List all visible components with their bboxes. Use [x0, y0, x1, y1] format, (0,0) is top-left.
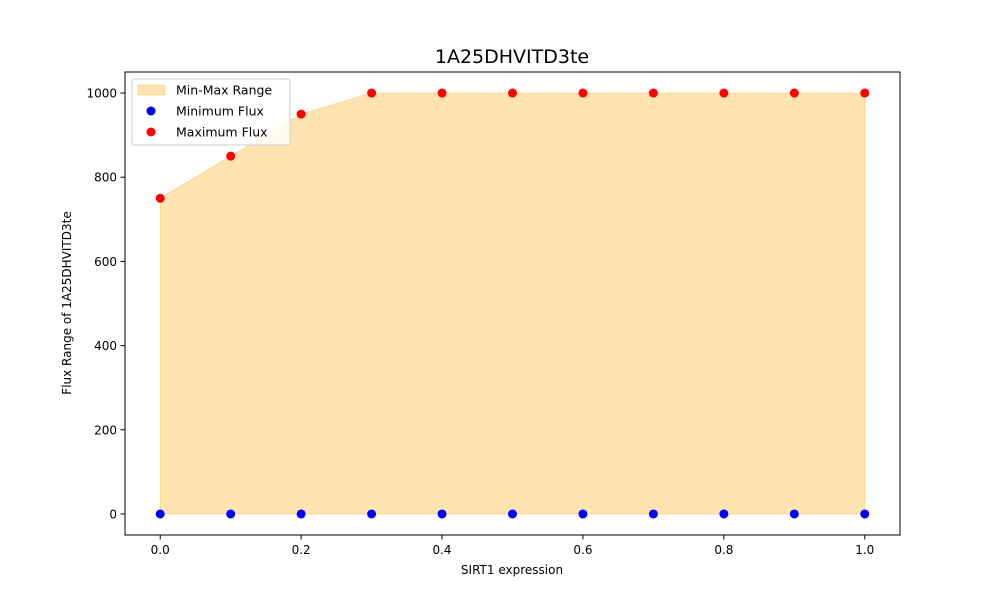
maximum-flux-point — [296, 109, 306, 119]
maximum-flux-point — [155, 193, 165, 203]
x-axis-label: SIRT1 expression — [461, 563, 563, 577]
maximum-flux-point — [789, 88, 799, 98]
x-tick-label: 0.8 — [714, 543, 733, 557]
y-tick-label: 1000 — [86, 87, 117, 101]
minimum-flux-point — [155, 509, 165, 519]
legend-label-minimum-flux: Minimum Flux — [176, 104, 264, 119]
maximum-flux-point — [508, 88, 517, 98]
y-tick-label: 800 — [94, 171, 117, 185]
y-tick-label: 600 — [94, 255, 117, 269]
maximum-flux-point — [719, 88, 729, 98]
axes: 0.0 0.2 0.4 0.6 0.8 1.0 0 200 400 600 800 1000 — [86, 71, 901, 557]
legend-swatch-min-max-range — [137, 84, 166, 96]
y-tick-label: 200 — [94, 423, 117, 437]
maximum-flux-point — [578, 88, 588, 98]
x-tick-label: 0.0 — [151, 543, 170, 557]
min-max-range-area — [159, 92, 866, 515]
legend-label-maximum-flux: Maximum Flux — [176, 125, 268, 140]
minimum-flux-point — [789, 509, 799, 519]
maximum-flux-point — [860, 88, 870, 98]
x-tick-label: 0.6 — [573, 543, 592, 557]
x-tick-label: 0.4 — [432, 543, 451, 557]
x-tick-label: 0.2 — [292, 543, 311, 557]
legend-marker-minimum-flux — [146, 106, 156, 116]
chart-title: 1A25DHVITD3te — [435, 46, 589, 68]
minimum-flux-point — [719, 509, 729, 519]
minimum-flux-point — [226, 509, 236, 519]
maximum-flux-point — [367, 88, 377, 98]
plot-area — [155, 88, 870, 519]
minimum-flux-point — [437, 509, 447, 519]
minimum-flux-point — [648, 509, 658, 519]
minimum-flux-point — [367, 509, 377, 519]
minimum-flux-point — [578, 509, 588, 519]
y-tick-label: 0 — [109, 507, 117, 521]
axes-frame — [124, 71, 901, 536]
y-tick-label: 400 — [94, 339, 117, 353]
legend-marker-maximum-flux — [146, 127, 156, 137]
maximum-flux-point — [437, 88, 447, 98]
minimum-flux-point — [860, 509, 870, 519]
minimum-flux-point — [508, 509, 517, 519]
legend-label-min-max-range: Min-Max Range — [176, 83, 272, 98]
maximum-flux-point — [226, 151, 236, 161]
y-axis-label: Flux Range of 1A25DHVITD3te — [60, 211, 74, 394]
legend: Min-Max Range Minimum Flux Maximum Flux — [131, 78, 291, 146]
x-tick-label: 1.0 — [855, 543, 874, 557]
legend-box — [131, 78, 291, 146]
maximum-flux-point — [648, 88, 658, 98]
minimum-flux-point — [296, 509, 306, 519]
